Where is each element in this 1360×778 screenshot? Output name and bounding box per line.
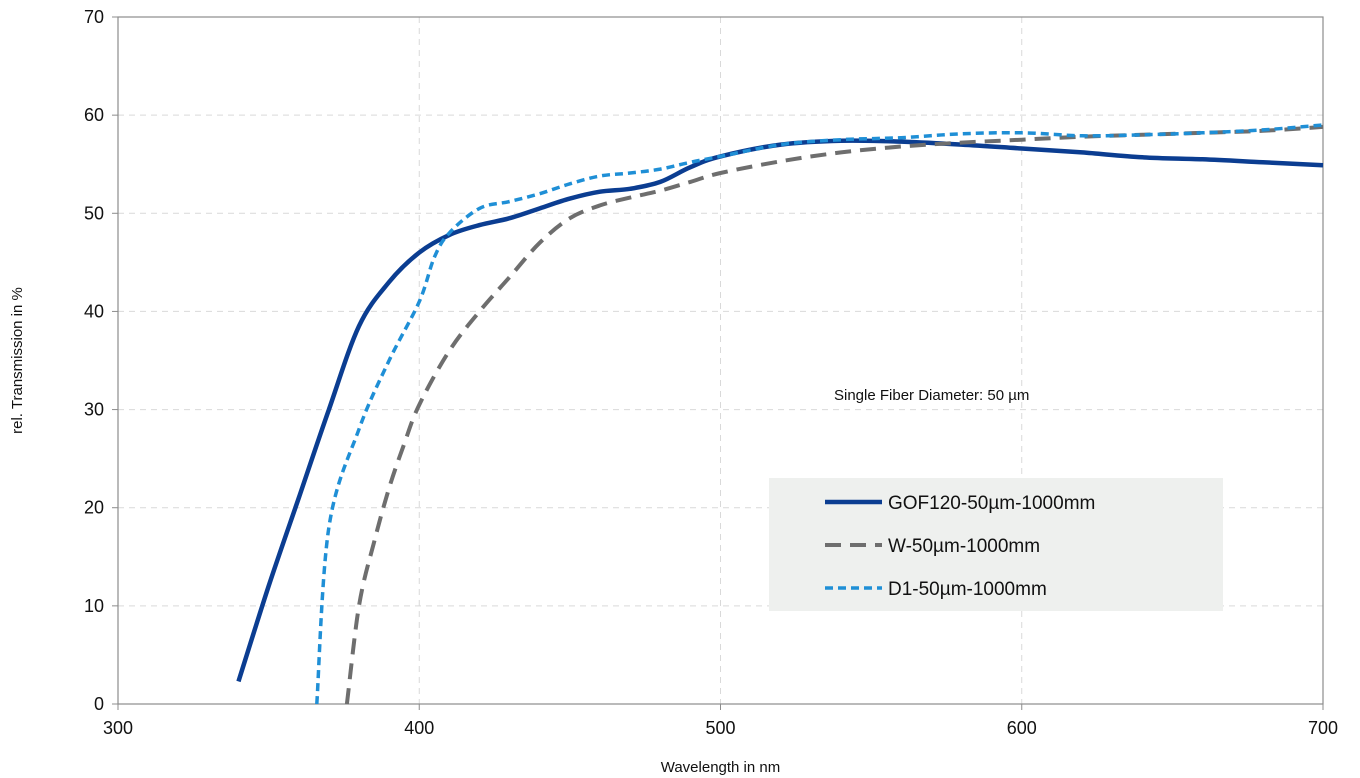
legend-label: D1-50µm-1000mm <box>888 579 1047 600</box>
fiber-diameter-annotation: Single Fiber Diameter: 50 µm <box>834 387 1029 404</box>
legend-label: W-50µm-1000mm <box>888 536 1040 557</box>
series-line-1 <box>236 138 1324 683</box>
y-tick-label: 30 <box>84 400 104 420</box>
y-axis-label: rel. Transmission in % <box>9 287 26 434</box>
x-tick-label: 300 <box>103 718 133 738</box>
series-lines <box>236 123 1324 705</box>
x-tick-label: 500 <box>705 718 735 738</box>
legend: GOF120-50µm-1000mm W-50µm-1000mm D1-50µm-1… <box>769 478 1223 611</box>
y-tick-label: 10 <box>84 596 104 616</box>
y-tick-label: 0 <box>94 694 104 714</box>
series-line-3 <box>315 123 1324 705</box>
tick-labels: 0 10 20 30 40 50 60 70 300 400 500 600 700 <box>84 7 1338 738</box>
y-tick-label: 70 <box>84 7 104 27</box>
y-tick-label: 40 <box>84 301 104 321</box>
y-tick-label: 50 <box>84 203 104 223</box>
y-tick-label: 60 <box>84 105 104 125</box>
x-axis-label: Wavelength in nm <box>661 759 781 776</box>
legend-label: GOF120-50µm-1000mm <box>888 493 1095 514</box>
y-tick-label: 20 <box>84 498 104 518</box>
x-tick-label: 700 <box>1308 718 1338 738</box>
x-tick-label: 600 <box>1007 718 1037 738</box>
x-tick-label: 400 <box>404 718 434 738</box>
